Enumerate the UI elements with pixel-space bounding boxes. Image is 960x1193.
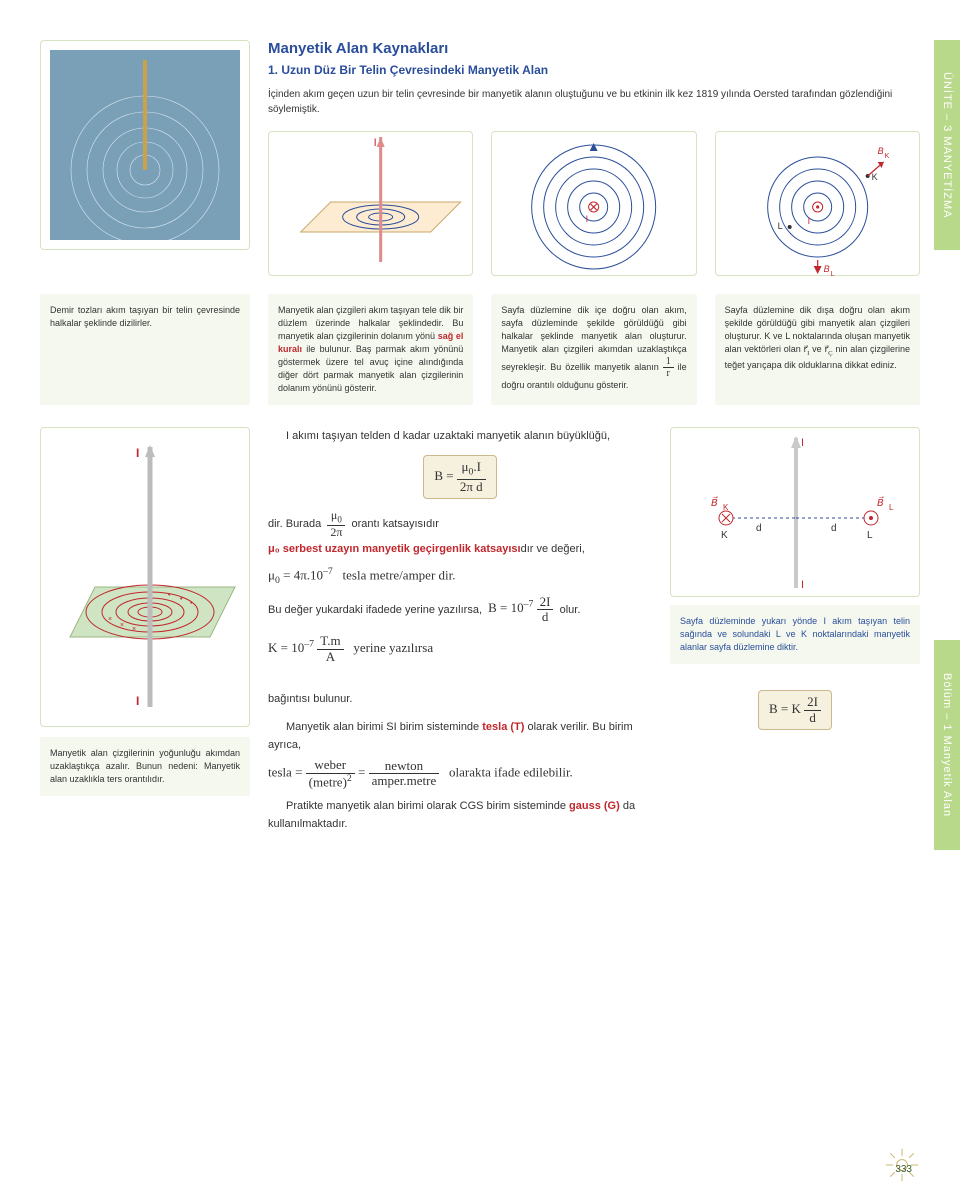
left-column: ××× ••• I I Manyetik alan çizgilerinin y… — [40, 427, 250, 833]
K-def: K = 10–7 T.mA yerine yazılırsa — [268, 634, 652, 664]
iron-filings-svg — [50, 50, 240, 240]
gauss-line: Pratikte manyetik alan birimi olarak CGS… — [268, 797, 652, 833]
svg-text:L: L — [777, 221, 782, 231]
formula-B: B = μ0.I2π d — [268, 455, 652, 499]
row-header: Manyetik Alan Kaynakları 1. Uzun Düz Bir… — [40, 40, 920, 276]
svg-text:B: B — [823, 264, 829, 274]
caption-4-text: Sayfa düzlemine dik dışa doğru olan akım… — [725, 305, 910, 370]
svg-text:I: I — [374, 137, 377, 149]
svg-text:K: K — [871, 172, 877, 182]
svg-text:K: K — [721, 530, 728, 541]
header-text-block: Manyetik Alan Kaynakları 1. Uzun Düz Bir… — [268, 40, 920, 276]
middle-text: I akımı taşıyan telden d kadar uzaktaki … — [268, 427, 652, 833]
svg-text:×: × — [108, 616, 112, 623]
formula-BK-boxed: B = K 2Id — [670, 690, 920, 730]
row-body: ××× ••• I I Manyetik alan çizgilerinin y… — [40, 427, 920, 833]
row-captions: Demir tozları akım taşıyan bir telin çev… — [40, 294, 920, 405]
mu-value: μ0 = 4π.10–7 tesla metre/amper dir. — [268, 564, 652, 589]
caption-4: Sayfa düzlemine dik dışa doğru olan akım… — [715, 294, 920, 405]
svg-text:B: B — [877, 146, 883, 156]
side-tab-unit: ÜNİTE – 3 MANYETİZMA — [934, 40, 960, 250]
caption-1: Demir tozları akım taşıyan bir telin çev… — [40, 294, 250, 405]
svg-text:I: I — [801, 579, 804, 591]
svg-text:I: I — [807, 216, 810, 226]
svg-text:I: I — [586, 214, 589, 224]
diagram-cross-in: I — [491, 131, 696, 276]
photo-iron-filings — [40, 40, 250, 250]
page-number: 333 — [895, 1164, 912, 1175]
caption-density: Manyetik alan çizgilerinin yoğunluğu akı… — [40, 737, 250, 796]
svg-text:B⃗: B⃗ — [877, 497, 884, 510]
svg-text:L: L — [889, 503, 894, 512]
right-note: Sayfa düzleminde yukarı yönde I akım taş… — [670, 605, 920, 664]
svg-text:I: I — [136, 694, 139, 708]
svg-text:B⃗: B⃗ — [711, 497, 718, 510]
caption-2-text: Manyetik alan çizgileri akım taşıyan tel… — [278, 305, 463, 393]
diagram-wire-3d: I — [268, 131, 473, 276]
diagram-wire-KL: I I d d K B⃗ K L B⃗ L — [670, 427, 920, 597]
line-distance: I akımı taşıyan telden d kadar uzaktaki … — [268, 427, 652, 445]
diagram-dot-out: K B K L B L I — [715, 131, 920, 276]
svg-text:L: L — [830, 271, 834, 277]
bagintisi: bağıntısı bulunur. — [268, 690, 652, 708]
svg-text:×: × — [120, 622, 124, 629]
svg-text:I: I — [801, 437, 804, 449]
page-subtitle: 1. Uzun Düz Bir Telin Çevresindeki Manye… — [268, 63, 920, 77]
svg-text:K: K — [723, 503, 729, 512]
line-mu-def: μ₀ serbest uzayın manyetik geçirgenlik k… — [268, 540, 652, 558]
caption-3: Sayfa düzlemine dik içe doğru olan akım,… — [491, 294, 696, 405]
caption-2: Manyetik alan çizgileri akım taşıyan tel… — [268, 294, 473, 405]
line-rewrite: Bu değer yukardaki ifadede yerine yazılı… — [268, 595, 652, 625]
svg-text:K: K — [884, 153, 889, 160]
side-tab-chapter: Bölüm – 1 Manyetik Alan — [934, 640, 960, 850]
caption-3-text: Sayfa düzlemine dik içe doğru olan akım,… — [501, 305, 686, 390]
svg-text:×: × — [132, 626, 136, 633]
svg-text:I: I — [136, 446, 139, 460]
right-column: I I d d K B⃗ K L B⃗ L Sayfa düz — [670, 427, 920, 833]
svg-text:d: d — [831, 523, 837, 534]
intro-paragraph: İçinden akım geçen uzun bir telin çevres… — [268, 87, 920, 117]
diagram-density: ××× ••• I I — [40, 427, 250, 727]
svg-text:L: L — [867, 530, 873, 541]
page-title: Manyetik Alan Kaynakları — [268, 40, 920, 57]
tesla-eq: tesla = weber(metre)2 = newtonamper.metr… — [268, 758, 652, 789]
tesla-line: Manyetik alan birimi SI birim sisteminde… — [268, 718, 652, 754]
svg-text:d: d — [756, 523, 762, 534]
line-mu-ratio: dir. Burada μ02π orantı katsayısıdır — [268, 509, 652, 539]
